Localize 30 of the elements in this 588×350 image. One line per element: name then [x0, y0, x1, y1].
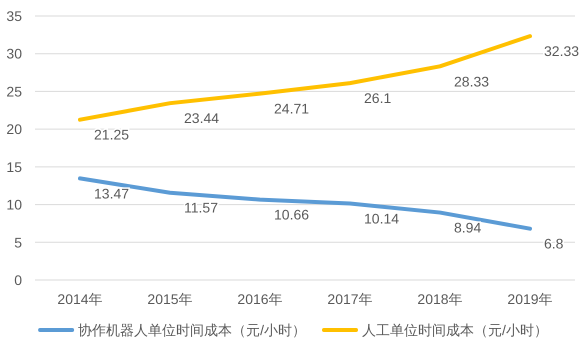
data-label: 11.57 — [184, 200, 218, 216]
data-label: 21.25 — [94, 126, 130, 143]
x-tick-label: 2019年 — [507, 291, 553, 307]
x-tick-label: 2014年 — [57, 291, 103, 307]
legend-label: 协作机器人单位时间成本（元/小时） — [78, 322, 306, 338]
x-tick-label: 2016年 — [237, 291, 283, 307]
data-label: 13.47 — [94, 185, 130, 202]
line-series — [78, 176, 532, 231]
y-tick-label: 25 — [6, 83, 22, 100]
y-tick-label: 30 — [6, 46, 22, 62]
y-tick-label: 20 — [6, 121, 22, 138]
y-tick-label: 35 — [6, 8, 22, 24]
y-tick-label: 0 — [14, 272, 22, 288]
y-tick-label: 5 — [14, 234, 22, 250]
x-tick-label: 2018年 — [417, 291, 463, 307]
data-label: 10.66 — [274, 206, 310, 223]
data-label: 6.8 — [544, 236, 564, 252]
y-tick-label: 15 — [6, 158, 22, 175]
data-label: 28.33 — [454, 73, 490, 90]
line-series — [78, 34, 532, 122]
data-label: 8.94 — [454, 220, 482, 236]
data-label: 23.44 — [184, 110, 220, 126]
x-tick-label: 2017年 — [327, 291, 373, 307]
y-tick-label: 10 — [6, 196, 22, 213]
data-label: 10.14 — [364, 210, 400, 227]
data-label: 26.1 — [364, 90, 392, 106]
legend-label: 人工单位时间成本（元/小时） — [362, 322, 548, 338]
data-label: 32.33 — [544, 43, 580, 60]
data-label: 24.71 — [274, 100, 310, 117]
x-tick-label: 2015年 — [147, 291, 193, 307]
